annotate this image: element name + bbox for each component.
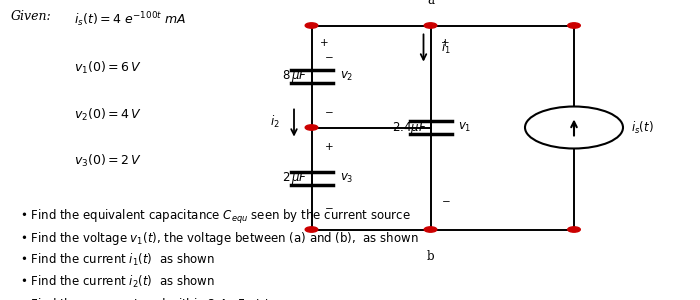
Text: • Find the current $i_1(t)$  as shown: • Find the current $i_1(t)$ as shown [20,252,215,268]
Text: $i_2$: $i_2$ [270,113,280,130]
Text: $v_3$: $v_3$ [340,172,353,185]
Circle shape [305,23,318,28]
Text: $+$: $+$ [324,142,334,152]
Circle shape [424,23,437,28]
Text: Given:: Given: [10,11,51,23]
Text: $-$: $-$ [441,194,451,205]
Text: $v_1$: $v_1$ [458,121,472,134]
Text: $2\,\mu F$: $2\,\mu F$ [282,170,308,187]
Circle shape [305,227,318,232]
Text: $-$: $-$ [324,106,334,116]
Text: $i_s(t) = 4\ e^{-100t}\ mA$: $i_s(t) = 4\ e^{-100t}\ mA$ [74,11,186,29]
Text: $v_2$: $v_2$ [340,70,353,83]
Circle shape [305,125,318,130]
Text: a: a [427,0,434,8]
Circle shape [424,227,437,232]
Text: $-$: $-$ [324,202,334,212]
Text: $v_3(0) = 2\,V$: $v_3(0) = 2\,V$ [74,153,141,169]
Text: $i_s(t)$: $i_s(t)$ [631,119,654,136]
Text: • Find the voltage $v_1(t)$, the voltage between (a) and (b),  as shown: • Find the voltage $v_1(t)$, the voltage… [20,230,419,248]
Text: $v_2(0) = 4\,V$: $v_2(0) = 4\,V$ [74,106,141,123]
Text: +: + [320,38,328,49]
Text: $i_1$: $i_1$ [441,40,451,56]
Text: b: b [427,250,434,263]
Text: $8\,\mu F$: $8\,\mu F$ [282,68,308,85]
Circle shape [568,227,580,232]
Text: • Find the equivalent capacitance $C_{equ}$ seen by the current source: • Find the equivalent capacitance $C_{eq… [20,208,410,226]
Text: $v_1(0) = 6\,V$: $v_1(0) = 6\,V$ [74,60,141,76]
Text: • Find the current $i_2(t)$  as shown: • Find the current $i_2(t)$ as shown [20,274,215,290]
Text: $2.4\mu F$: $2.4\mu F$ [392,119,427,136]
Text: +: + [441,38,449,49]
Circle shape [568,23,580,28]
Text: $-$: $-$ [324,50,334,61]
Text: • Find the energy stored within 2.4 $\mu$F at $t = \infty$: • Find the energy stored within 2.4 $\mu… [20,296,293,300]
